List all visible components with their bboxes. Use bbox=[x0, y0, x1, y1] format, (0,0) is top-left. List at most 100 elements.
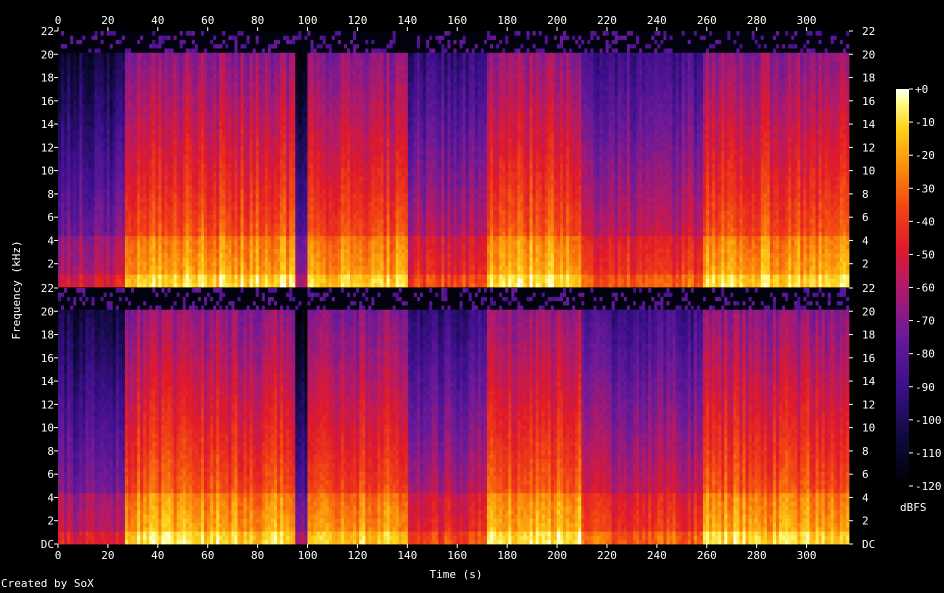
spectrogram-cell bbox=[61, 197, 64, 202]
spectrogram-cell bbox=[192, 44, 195, 49]
spectrogram-cell bbox=[201, 223, 204, 228]
spectrogram-cell bbox=[119, 155, 122, 160]
spectrogram-cell bbox=[177, 61, 180, 66]
spectrogram-cell bbox=[125, 121, 128, 126]
spectrogram-cell bbox=[143, 78, 146, 83]
spectrogram-cell bbox=[79, 155, 82, 160]
spectrogram-cell bbox=[177, 219, 180, 224]
spectrogram-cell bbox=[119, 202, 122, 207]
spectrogram-cell bbox=[58, 116, 61, 121]
spectrogram-cell bbox=[113, 240, 116, 245]
spectrogram-cell bbox=[95, 257, 98, 262]
spectrogram-cell bbox=[174, 150, 177, 155]
spectrogram-cell bbox=[180, 270, 183, 275]
spectrogram-cell bbox=[161, 176, 164, 181]
spectrogram-cell bbox=[104, 266, 107, 271]
spectrogram-cell bbox=[155, 189, 158, 194]
spectrogram-cell bbox=[140, 91, 143, 96]
spectrogram-cell bbox=[134, 232, 137, 237]
spectrogram-cell bbox=[149, 240, 152, 245]
spectrogram-cell bbox=[107, 176, 110, 181]
spectrogram-cell bbox=[88, 86, 91, 91]
spectrogram-cell bbox=[73, 176, 76, 181]
spectrogram-cell bbox=[122, 155, 125, 160]
spectrogram-cell bbox=[168, 168, 171, 173]
spectrogram-cell bbox=[79, 104, 82, 109]
spectrogram-cell bbox=[88, 219, 91, 224]
spectrogram-cell bbox=[195, 223, 198, 228]
spectrogram-cell bbox=[140, 180, 143, 185]
spectrogram-cell bbox=[110, 180, 113, 185]
spectrogram-cell bbox=[67, 91, 70, 96]
spectrogram-cell bbox=[204, 193, 207, 198]
spectrogram-cell bbox=[192, 133, 195, 138]
spectrogram-cell bbox=[122, 223, 125, 228]
spectrogram-cell bbox=[201, 108, 204, 113]
spectrogram-cell bbox=[116, 44, 119, 49]
spectrogram-cell bbox=[73, 253, 76, 258]
spectrogram-cell bbox=[119, 236, 122, 241]
spectrogram-cell bbox=[128, 74, 131, 79]
spectrogram-cell bbox=[195, 283, 198, 288]
spectrogram-cell bbox=[85, 155, 88, 160]
spectrogram-cell bbox=[195, 155, 198, 160]
spectrogram-cell bbox=[98, 270, 101, 275]
spectrogram-cell bbox=[149, 44, 152, 49]
spectrogram-cell bbox=[79, 163, 82, 168]
spectrogram-cell bbox=[195, 206, 198, 211]
spectrogram-cell bbox=[192, 270, 195, 275]
spectrogram-cell bbox=[161, 159, 164, 164]
spectrogram-cell bbox=[101, 206, 104, 211]
spectrogram-cell bbox=[64, 74, 67, 79]
spectrogram-cell bbox=[198, 74, 201, 79]
spectrogram-cell bbox=[70, 91, 73, 96]
spectrogram-cell bbox=[155, 48, 158, 53]
spectrogram-cell bbox=[183, 150, 186, 155]
spectrogram-cell bbox=[128, 146, 131, 151]
spectrogram-cell bbox=[174, 112, 177, 117]
spectrogram-cell bbox=[137, 244, 140, 249]
spectrogram-cell bbox=[192, 40, 195, 45]
spectrogram-cell bbox=[164, 168, 167, 173]
spectrogram-cell bbox=[168, 78, 171, 83]
spectrogram-cell bbox=[174, 155, 177, 160]
spectrogram-cell bbox=[180, 244, 183, 249]
spectrogram-cell bbox=[85, 168, 88, 173]
spectrogram-cell bbox=[155, 244, 158, 249]
spectrogram-cell bbox=[67, 74, 70, 79]
spectrogram-cell bbox=[186, 86, 189, 91]
spectrogram-cell bbox=[189, 274, 192, 279]
spectrogram-cell bbox=[146, 35, 149, 40]
spectrogram-cell bbox=[95, 189, 98, 194]
spectrogram-cell bbox=[198, 283, 201, 288]
spectrogram-cell bbox=[104, 159, 107, 164]
spectrogram-cell bbox=[158, 138, 161, 143]
spectrogram-cell bbox=[73, 78, 76, 83]
spectrogram-cell bbox=[70, 57, 73, 62]
spectrogram-cell bbox=[186, 223, 189, 228]
spectrogram-cell bbox=[95, 270, 98, 275]
spectrogram-cell bbox=[137, 57, 140, 62]
spectrogram-cell bbox=[183, 116, 186, 121]
spectrogram-cell bbox=[164, 249, 167, 254]
spectrogram-cell bbox=[119, 78, 122, 83]
spectrogram-cell bbox=[189, 185, 192, 190]
spectrogram-cell bbox=[192, 236, 195, 241]
spectrogram-cell bbox=[168, 82, 171, 87]
spectrogram-cell bbox=[171, 91, 174, 96]
spectrogram-cell bbox=[76, 95, 79, 100]
spectrogram-cell bbox=[137, 283, 140, 288]
spectrogram-cell bbox=[164, 142, 167, 147]
spectrogram-cell bbox=[161, 236, 164, 241]
spectrogram-cell bbox=[91, 232, 94, 237]
spectrogram-cell bbox=[128, 116, 131, 121]
spectrogram-cell bbox=[195, 104, 198, 109]
spectrogram-cell bbox=[88, 197, 91, 202]
spectrogram-cell bbox=[79, 129, 82, 134]
spectrogram-cell bbox=[155, 232, 158, 237]
spectrogram-cell bbox=[85, 69, 88, 74]
spectrogram-cell bbox=[192, 125, 195, 130]
spectrogram-cell bbox=[70, 253, 73, 258]
spectrogram-cell bbox=[131, 240, 134, 245]
spectrogram-cell bbox=[204, 223, 207, 228]
